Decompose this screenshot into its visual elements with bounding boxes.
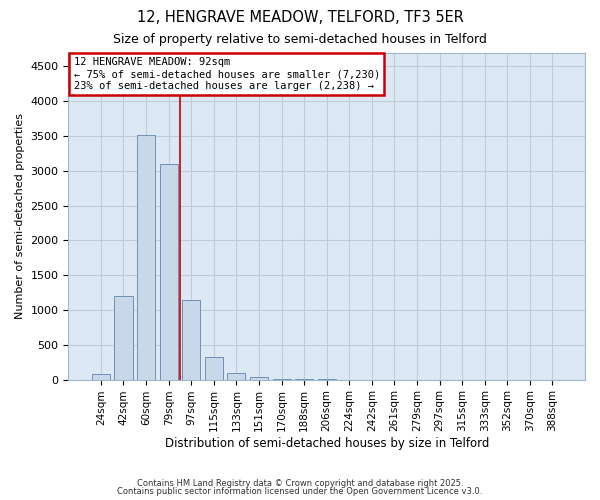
Bar [227,374,245,380]
Bar [182,300,200,380]
Text: 12, HENGRAVE MEADOW, TELFORD, TF3 5ER: 12, HENGRAVE MEADOW, TELFORD, TF3 5ER [137,10,463,25]
Text: Contains HM Land Registry data © Crown copyright and database right 2025.: Contains HM Land Registry data © Crown c… [137,478,463,488]
Text: Contains public sector information licensed under the Open Government Licence v3: Contains public sector information licen… [118,487,482,496]
Bar [205,356,223,380]
Bar [92,374,110,380]
Bar [250,377,268,380]
Bar [160,164,178,380]
Bar [272,379,290,380]
Text: Size of property relative to semi-detached houses in Telford: Size of property relative to semi-detach… [113,32,487,46]
Y-axis label: Number of semi-detached properties: Number of semi-detached properties [15,113,25,319]
Bar [115,296,133,380]
Bar [137,134,155,380]
Text: 12 HENGRAVE MEADOW: 92sqm
← 75% of semi-detached houses are smaller (7,230)
23% : 12 HENGRAVE MEADOW: 92sqm ← 75% of semi-… [74,58,380,90]
X-axis label: Distribution of semi-detached houses by size in Telford: Distribution of semi-detached houses by … [164,437,489,450]
